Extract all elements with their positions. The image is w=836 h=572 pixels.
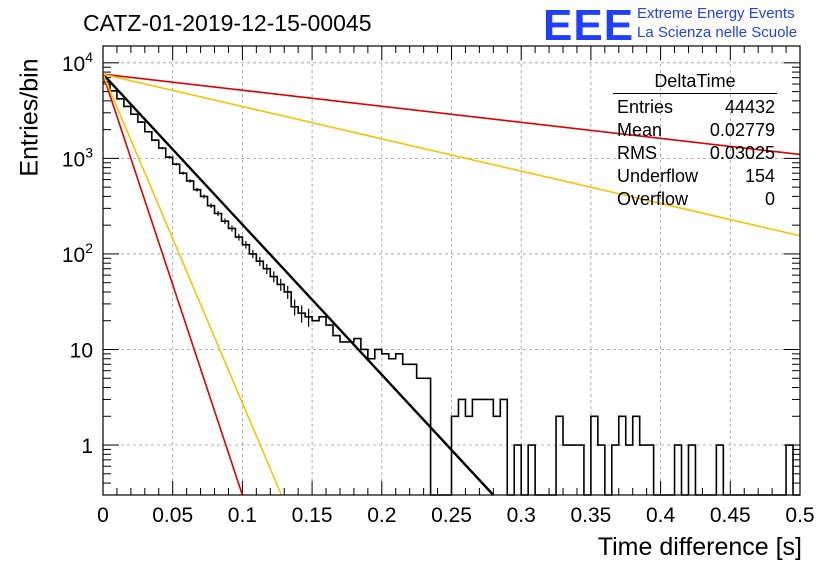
- stats-label: RMS: [617, 143, 657, 163]
- fit-line: [102, 73, 244, 496]
- stats-title: DeltaTime: [613, 70, 777, 94]
- y-tick-label: 1: [81, 435, 93, 458]
- logo-line-1: Extreme Energy Events: [637, 5, 795, 22]
- stats-row: Overflow 0: [611, 188, 779, 211]
- x-tick-label: 0.3: [507, 504, 536, 527]
- x-tick-label: 0.5: [785, 504, 814, 527]
- stats-row: Mean 0.02779: [611, 119, 779, 142]
- histogram-line: [103, 81, 800, 496]
- stats-row: RMS 0.03025: [611, 142, 779, 165]
- y-tick-label: 10: [70, 339, 93, 362]
- y-tick-label: 104: [62, 49, 93, 76]
- stats-box: DeltaTime Entries 44432 Mean 0.02779 RMS 0.…: [611, 70, 779, 211]
- eee-logo: EEE: [543, 1, 635, 50]
- x-tick-label: 0.05: [152, 504, 193, 527]
- stats-row: Entries 44432: [611, 96, 779, 119]
- x-tick-label: 0.2: [367, 504, 396, 527]
- y-tick-label: 102: [62, 240, 93, 267]
- stats-label: Mean: [617, 120, 663, 140]
- stats-label: Underflow: [617, 166, 699, 186]
- stats-value: 0.03025: [709, 143, 775, 163]
- x-axis-label: Time difference [s]: [597, 533, 802, 561]
- stats-row: Underflow 154: [611, 165, 779, 188]
- stats-value: 0.02779: [709, 120, 775, 140]
- stats-label: Entries: [617, 97, 674, 117]
- x-tick-label: 0.35: [570, 504, 611, 527]
- stats-label: Overflow: [617, 189, 689, 209]
- x-tick-label: 0.1: [228, 504, 257, 527]
- fit-line: [102, 73, 495, 496]
- chart-title: CATZ-01-2019-12-15-00045: [83, 10, 372, 36]
- x-tick-label: 0.45: [710, 504, 751, 527]
- x-tick-label: 0.15: [292, 504, 333, 527]
- stats-value: 44432: [724, 97, 775, 117]
- stats-value: 154: [744, 166, 775, 186]
- fit-line: [102, 73, 283, 496]
- x-tick-label: 0: [97, 504, 109, 527]
- fit-line: [102, 73, 801, 237]
- logo-caption: Extreme Energy Events La Scienza nelle S…: [637, 4, 797, 42]
- y-axis-label: Entries/bin: [15, 58, 44, 177]
- plot-frame: [102, 45, 801, 496]
- x-tick-label: 0.4: [646, 504, 676, 527]
- y-tick-label: 103: [62, 144, 93, 171]
- fit-line: [102, 73, 801, 156]
- stats-value: 0: [764, 189, 775, 209]
- logo-line-2: La Scienza nelle Scuole: [637, 24, 798, 41]
- x-tick-label: 0.25: [431, 504, 472, 527]
